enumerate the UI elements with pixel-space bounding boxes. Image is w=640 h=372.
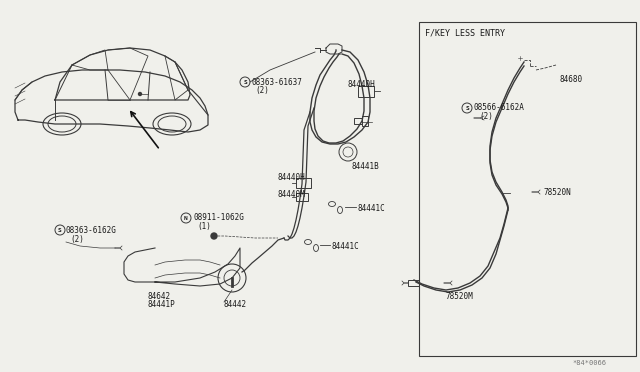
Text: 84441B: 84441B: [352, 162, 380, 171]
Text: 84642: 84642: [148, 292, 171, 301]
Text: 78520M: 78520M: [446, 292, 474, 301]
Text: 84440M: 84440M: [278, 190, 306, 199]
Text: N: N: [184, 215, 188, 221]
Bar: [424, 278, 444, 288]
Text: S: S: [465, 106, 469, 110]
Text: 84441P: 84441P: [148, 300, 176, 309]
Text: (1): (1): [197, 222, 211, 231]
Text: (2): (2): [70, 235, 84, 244]
Text: (2): (2): [479, 112, 493, 121]
Text: *84*0066: *84*0066: [572, 360, 606, 366]
Bar: [296, 178, 311, 188]
Text: 08363-6162G: 08363-6162G: [66, 226, 117, 235]
Bar: [556, 50, 586, 72]
Bar: [419, 22, 636, 356]
Text: 84441C: 84441C: [357, 204, 385, 213]
Text: 08566-6162A: 08566-6162A: [473, 103, 524, 112]
Text: F/KEY LESS ENTRY: F/KEY LESS ENTRY: [425, 28, 505, 37]
Bar: [296, 193, 308, 201]
Text: S: S: [243, 80, 247, 84]
Bar: [566, 44, 580, 52]
Bar: [510, 188, 532, 198]
Text: 84442: 84442: [224, 300, 247, 309]
Text: 08911-1062G: 08911-1062G: [193, 213, 244, 222]
Text: (2): (2): [255, 86, 269, 95]
Text: 84440H: 84440H: [347, 80, 375, 89]
Circle shape: [211, 233, 217, 239]
Text: 08363-61637: 08363-61637: [251, 78, 302, 87]
Text: 84440H: 84440H: [278, 173, 306, 182]
Text: 78520N: 78520N: [543, 188, 571, 197]
Bar: [354, 118, 362, 124]
Text: 84441C: 84441C: [331, 242, 359, 251]
Bar: [358, 86, 374, 97]
Bar: [408, 280, 424, 286]
Text: 84680: 84680: [560, 75, 583, 84]
Bar: [362, 116, 368, 126]
Text: S: S: [58, 228, 62, 232]
Circle shape: [138, 93, 141, 96]
